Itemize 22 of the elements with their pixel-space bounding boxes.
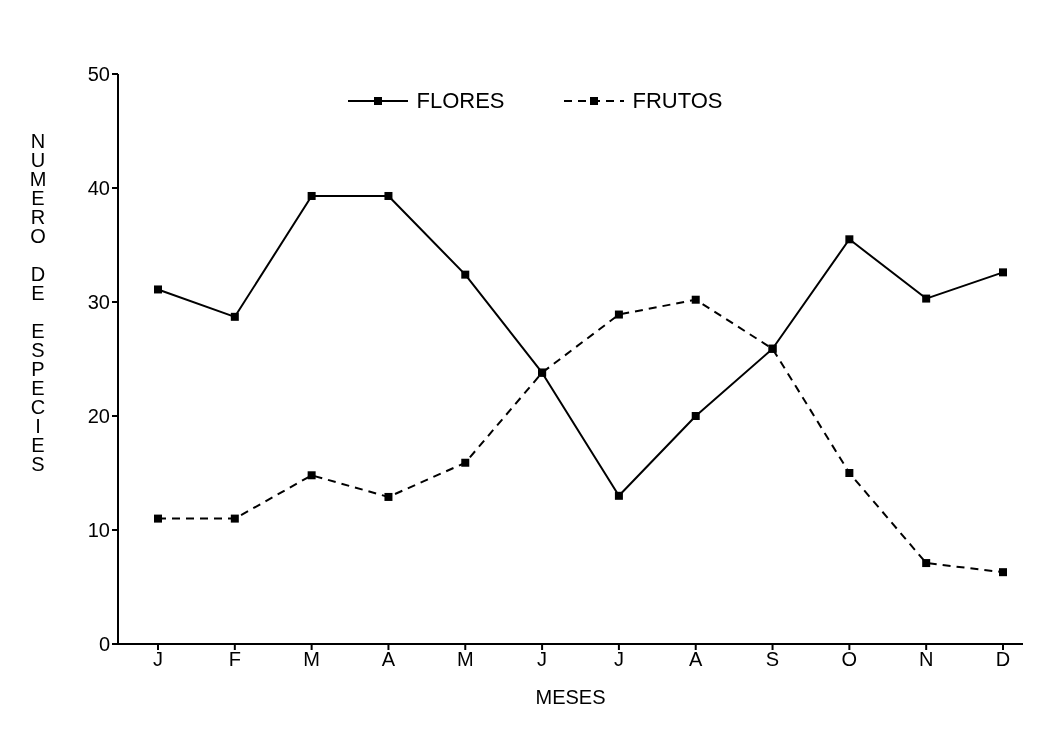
x-tick-label: D	[995, 648, 1011, 671]
x-tick-label: M	[456, 648, 474, 671]
x-tick-label: N	[918, 648, 934, 671]
x-tick-label: M	[303, 648, 320, 671]
x-tick-label: S	[765, 648, 780, 671]
y-tick-label: 50	[87, 63, 110, 86]
y-tick-label: 20	[87, 405, 110, 428]
y-tick-label: 10	[87, 519, 110, 542]
x-tick-label: J	[153, 648, 163, 671]
legend-label: FLORES	[416, 88, 505, 114]
x-tick-label: J	[613, 648, 624, 671]
x-tick-label: F	[228, 648, 241, 671]
y-tick-label: 40	[87, 177, 110, 200]
x-tick-label: A	[689, 648, 704, 671]
x-tick-label: O	[841, 648, 858, 671]
x-tick-label: A	[381, 648, 396, 671]
legend-label: FRUTOS	[632, 88, 723, 114]
x-tick-label: J	[537, 648, 548, 671]
y-tick-label: 30	[87, 291, 110, 314]
x-axis-title: MESES	[535, 686, 606, 708]
text: NUMERO DE ESPECIES	[29, 130, 47, 475]
y-tick-label: 0	[98, 633, 110, 656]
